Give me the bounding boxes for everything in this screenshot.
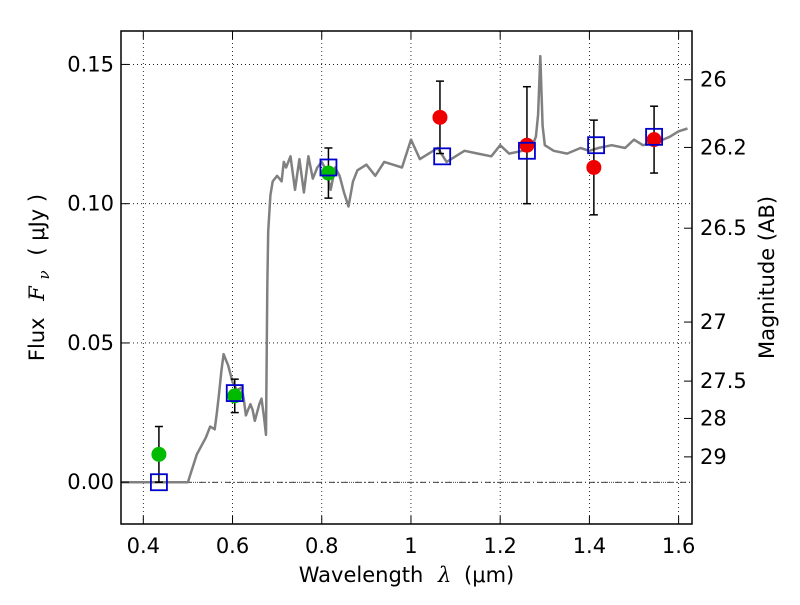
y-axis-label-unit: ( μJy ) xyxy=(25,194,49,256)
x-tick-label: 1.2 xyxy=(483,534,516,558)
red-data-point xyxy=(646,132,662,148)
tick-layer: 0.4 0.6 0.8 1 1.2 1.4 1.6 0.00 0.05 0.10 0.15 26 26.… xyxy=(67,31,747,558)
model-flux-square xyxy=(645,127,663,146)
x-axis-label: Wavelength λ (μm) xyxy=(299,563,514,587)
x-tick-label: 0.8 xyxy=(305,534,338,558)
x-tick-label: 0.6 xyxy=(216,534,249,558)
y-axis-label: Flux F ν ( μJy ) xyxy=(25,194,54,361)
model-flux-square xyxy=(587,136,605,155)
y2-tick-label: 26 xyxy=(700,68,727,92)
y2-tick-label: 29 xyxy=(700,445,727,469)
x-axis-label-unit: (μm) xyxy=(464,563,514,587)
red-data-point xyxy=(519,137,535,153)
y2-tick-label: 27.5 xyxy=(700,369,747,393)
y2-tick-label: 26.5 xyxy=(700,216,747,240)
model-flux-square xyxy=(518,141,536,160)
model-flux-square xyxy=(319,158,338,177)
errorbar-layer xyxy=(154,80,659,483)
y-axis-label-symbol: F xyxy=(25,285,49,302)
model-sed-layer xyxy=(121,54,688,484)
y-tick-label: 0.10 xyxy=(67,192,114,216)
x-tick-label: 1.6 xyxy=(662,534,695,558)
model-flux-square xyxy=(150,473,168,492)
y2-tick-label: 26.2 xyxy=(700,135,747,159)
model-flux-square xyxy=(433,147,452,166)
y2-tick-label: 27 xyxy=(700,310,727,334)
y-tick-label: 0.00 xyxy=(67,470,114,494)
x-axis-label-symbol: λ xyxy=(437,563,451,587)
green-data-point xyxy=(227,388,243,404)
x-tick-label: 1 xyxy=(404,534,417,558)
y-tick-label: 0.05 xyxy=(67,331,114,355)
y2-tick-label: 28 xyxy=(700,406,727,430)
grid xyxy=(121,31,692,524)
y-axis-label-subscript: ν xyxy=(35,270,53,279)
marker-layer xyxy=(151,109,662,462)
y-tick-label: 0.15 xyxy=(67,52,114,76)
model-sed-line xyxy=(121,54,688,484)
red-data-point xyxy=(432,109,448,125)
x-tick-label: 1.4 xyxy=(573,534,606,558)
x-axis-label-text: Wavelength xyxy=(299,563,424,587)
plot-frame xyxy=(120,30,693,525)
y-axis-label-text: Flux xyxy=(25,317,49,361)
model-flux-square xyxy=(225,384,244,402)
x-tick-label: 0.4 xyxy=(127,534,160,558)
green-data-point xyxy=(151,446,167,462)
red-data-point xyxy=(586,159,602,175)
y2-axis-label: Magnitude (AB) xyxy=(755,196,779,359)
green-data-point xyxy=(320,165,336,181)
square-layer xyxy=(150,127,663,492)
